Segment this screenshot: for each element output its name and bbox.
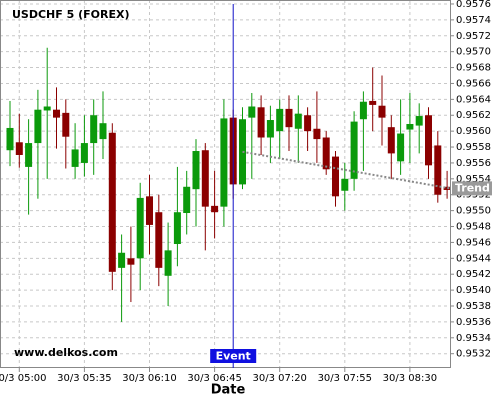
candle-body xyxy=(43,106,51,111)
candle-body xyxy=(425,115,432,166)
candle-body xyxy=(257,107,265,138)
candle-body xyxy=(71,149,79,167)
candle-body xyxy=(434,145,442,195)
candle-body xyxy=(285,108,293,128)
candle-body xyxy=(183,186,191,214)
candle-body xyxy=(220,118,228,207)
candle-body xyxy=(341,178,349,191)
x-tick-label: 30/3 05:00 xyxy=(0,373,47,384)
candle-body xyxy=(332,156,339,197)
y-tick-label: 0.9562 xyxy=(456,110,491,121)
y-tick-label: 0.9566 xyxy=(456,78,491,89)
y-tick-label: 0.9544 xyxy=(456,253,491,264)
candle-body xyxy=(415,116,423,126)
candle-body xyxy=(127,258,135,265)
y-tick-label: 0.9546 xyxy=(456,237,491,248)
y-tick-label: 0.9532 xyxy=(456,349,491,360)
candle-body xyxy=(443,186,451,190)
candle-body xyxy=(322,137,330,170)
y-tick-label: 0.9576 xyxy=(456,0,491,10)
event-box xyxy=(210,349,257,363)
x-tick-label: 30/3 06:45 xyxy=(187,373,241,384)
candle-body xyxy=(211,205,219,213)
candle-body xyxy=(192,151,200,190)
candle-body xyxy=(99,123,107,140)
y-tick-label: 0.9534 xyxy=(456,333,491,344)
candle-body xyxy=(118,252,126,268)
x-tick-label: 30/3 05:35 xyxy=(57,373,111,384)
candle-body xyxy=(108,132,116,272)
y-tick-label: 0.9550 xyxy=(456,206,491,217)
candle-body xyxy=(146,196,153,225)
candle-body xyxy=(6,127,14,151)
candle-body xyxy=(406,123,414,130)
candle-body xyxy=(313,128,321,140)
y-tick-label: 0.9558 xyxy=(456,142,491,153)
candle-body xyxy=(266,120,274,138)
y-tick-label: 0.9536 xyxy=(456,317,491,328)
y-tick-label: 0.9540 xyxy=(456,285,491,296)
x-tick-label: 30/3 06:10 xyxy=(122,373,176,384)
candle-body xyxy=(387,127,395,154)
candle-body xyxy=(369,100,377,105)
y-tick-label: 0.9568 xyxy=(456,63,491,74)
candle-body xyxy=(173,212,181,245)
candle-body xyxy=(350,121,358,179)
candle-body xyxy=(304,115,312,132)
candle-body xyxy=(90,115,98,144)
y-tick-label: 0.9564 xyxy=(456,94,491,105)
candle-body xyxy=(25,143,33,167)
event-label: Event xyxy=(216,350,251,363)
trend-label: Trend xyxy=(455,181,490,194)
x-tick-label: 30/3 07:55 xyxy=(318,373,372,384)
candle-body xyxy=(397,133,405,162)
plot-area xyxy=(0,0,451,368)
x-tick-label: 30/3 08:30 xyxy=(383,373,437,384)
chart-title: USDCHF 5 (FOREX) xyxy=(12,8,129,21)
candle-body xyxy=(80,143,88,163)
y-tick-label: 0.9538 xyxy=(456,301,491,312)
candle-body xyxy=(378,105,386,118)
candle-body xyxy=(53,109,60,118)
y-tick-label: 0.9554 xyxy=(456,174,491,185)
candle-body xyxy=(201,150,209,207)
candle-body xyxy=(155,212,163,268)
trend-line xyxy=(242,150,451,190)
plot-frame xyxy=(0,0,451,368)
candle-body xyxy=(294,113,302,129)
candle-body xyxy=(34,109,42,144)
y-tick-label: 0.9542 xyxy=(456,269,491,280)
candle-body xyxy=(136,197,144,259)
y-tick-label: 0.9574 xyxy=(456,15,491,26)
x-tick-label: 30/3 07:20 xyxy=(252,373,306,384)
candle-body xyxy=(248,106,256,118)
candle-body xyxy=(276,108,284,132)
y-tick-label: 0.9570 xyxy=(456,47,491,58)
x-axis-label: Date xyxy=(211,383,246,398)
candle-body xyxy=(15,142,23,155)
y-tick-label: 0.9572 xyxy=(456,31,491,42)
candle-body xyxy=(62,112,70,137)
trend-box xyxy=(452,181,492,196)
y-tick-label: 0.9556 xyxy=(456,158,491,169)
watermark: www.delkos.com xyxy=(14,346,118,359)
y-tick-label: 0.9560 xyxy=(456,126,491,137)
candle-body xyxy=(164,250,172,276)
candle-body xyxy=(359,101,367,120)
y-tick-label: 0.9548 xyxy=(456,222,491,233)
